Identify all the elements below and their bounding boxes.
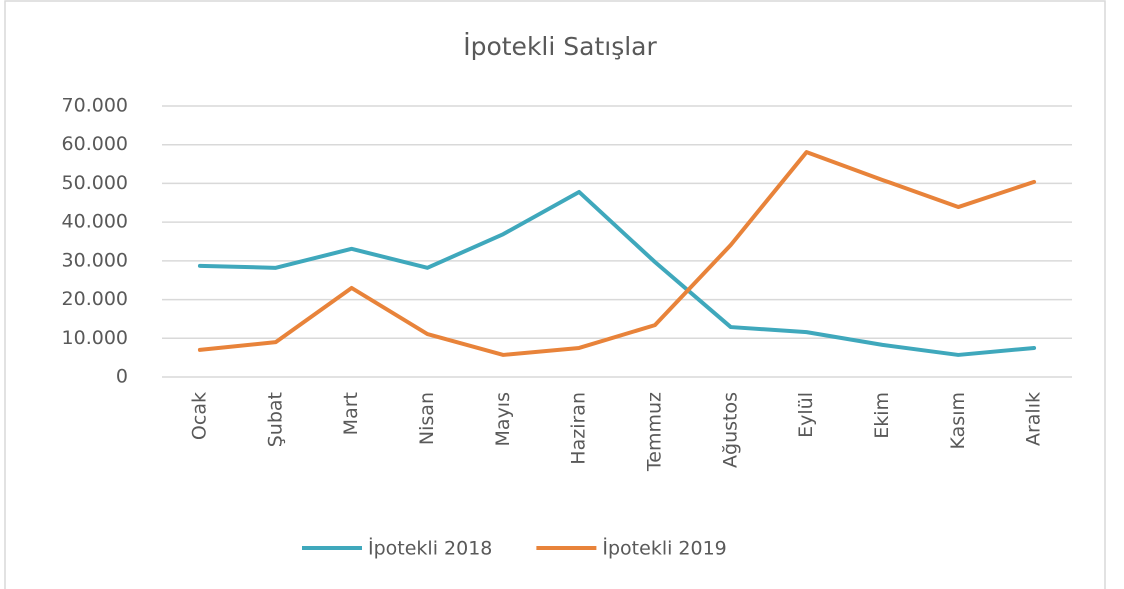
chart-border [4,0,1106,589]
legend-label: İpotekli 2018 [368,537,492,560]
x-tick-label: Nisan [416,392,438,445]
y-tick-label: 70.000 [62,95,128,117]
x-tick-label: Şubat [264,392,286,447]
series-line [197,189,1037,357]
y-tick-label: 40.000 [62,211,128,233]
x-tick-label: Ekim [871,392,893,439]
y-tick-label: 0 [116,366,128,388]
x-tick-label: Aralık [1023,392,1045,446]
x-tick-label: Eylül [795,392,817,438]
y-tick-label: 30.000 [62,249,128,271]
x-tick-label: Ağustos [719,392,741,468]
x-tick-label: Kasım [947,392,969,449]
x-tick-label: Haziran [568,392,590,465]
series-line [197,150,1037,357]
x-tick-label: Temmuz [643,392,665,472]
chart-title: İpotekli Satışlar [463,32,657,61]
x-tick-label: Mart [340,392,362,435]
legend-label: İpotekli 2019 [602,537,726,560]
x-tick-label: Mayıs [492,392,514,446]
x-tick-label: Ocak [188,392,210,440]
y-tick-label: 60.000 [62,133,128,155]
y-tick-label: 50.000 [62,172,128,194]
y-tick-label: 20.000 [62,288,128,310]
y-tick-label: 10.000 [62,327,128,349]
